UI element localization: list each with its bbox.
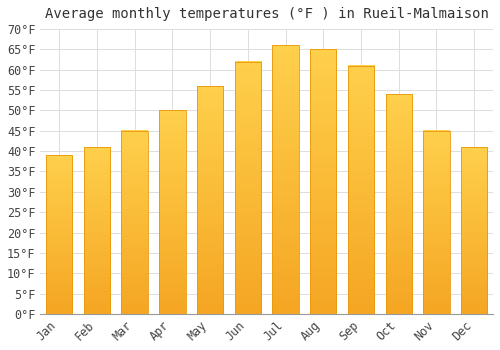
Title: Average monthly temperatures (°F ) in Rueil-Malmaison: Average monthly temperatures (°F ) in Ru… — [44, 7, 488, 21]
Bar — [197, 86, 224, 314]
Bar — [122, 131, 148, 314]
Bar — [424, 131, 450, 314]
Bar — [84, 147, 110, 314]
Bar — [348, 66, 374, 314]
Bar — [310, 49, 336, 314]
Bar — [461, 147, 487, 314]
Bar — [159, 111, 186, 314]
Bar — [46, 155, 72, 314]
Bar — [386, 94, 412, 314]
Bar — [272, 46, 299, 314]
Bar — [234, 62, 261, 314]
